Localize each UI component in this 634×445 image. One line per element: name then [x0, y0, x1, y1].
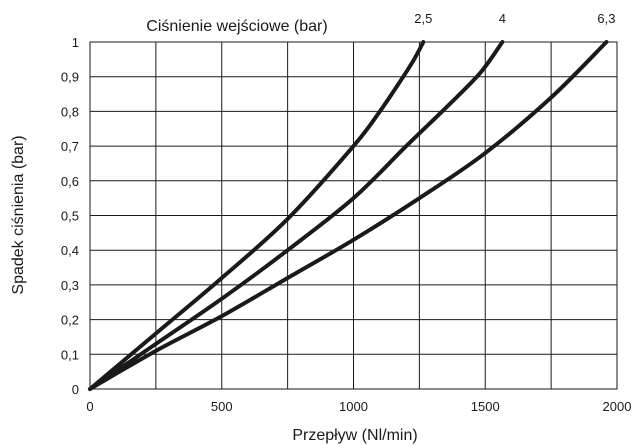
x-axis-title: Przepływ (Nl/min) — [292, 427, 417, 444]
x-tick-label: 1500 — [471, 399, 500, 414]
y-tick-label: 0,4 — [61, 243, 79, 258]
y-tick-label: 0,1 — [61, 347, 79, 362]
series-label-1: 2,5 — [414, 11, 432, 26]
series-line-3 — [88, 40, 609, 391]
y-tick-label: 0 — [72, 382, 79, 397]
y-tick-label: 0,2 — [61, 313, 79, 328]
y-tick-label: 0,3 — [61, 278, 79, 293]
x-tick-labels: 0 500 1000 1500 2000 — [86, 399, 631, 414]
series-label-3: 6,3 — [597, 11, 615, 26]
y-axis-title: Spadek ciśnienia (bar) — [10, 135, 27, 294]
series-label-2: 4 — [499, 11, 506, 26]
y-tick-label: 0,6 — [61, 174, 79, 189]
y-tick-label: 0,7 — [61, 139, 79, 154]
plot-frame — [89, 41, 618, 390]
y-tick-labels: 0 0,1 0,2 0,3 0,4 0,5 0,6 0,7 0,8 0,9 1 — [61, 35, 79, 397]
series-labels: 2,5 4 6,3 — [414, 11, 615, 26]
series-line-1 — [88, 40, 426, 391]
x-tick-label: 2000 — [603, 399, 632, 414]
series-line-2 — [88, 40, 505, 391]
y-tick-label: 0,8 — [61, 104, 79, 119]
x-tick-label: 500 — [211, 399, 233, 414]
x-tick-label: 0 — [86, 399, 93, 414]
y-tick-label: 0,9 — [61, 70, 79, 85]
y-tick-label: 1 — [72, 35, 79, 50]
y-tick-label: 0,5 — [61, 209, 79, 224]
x-tick-label: 1000 — [339, 399, 368, 414]
series-curves — [88, 40, 609, 391]
chart-title: Ciśnienie wejściowe (bar) — [146, 18, 327, 35]
